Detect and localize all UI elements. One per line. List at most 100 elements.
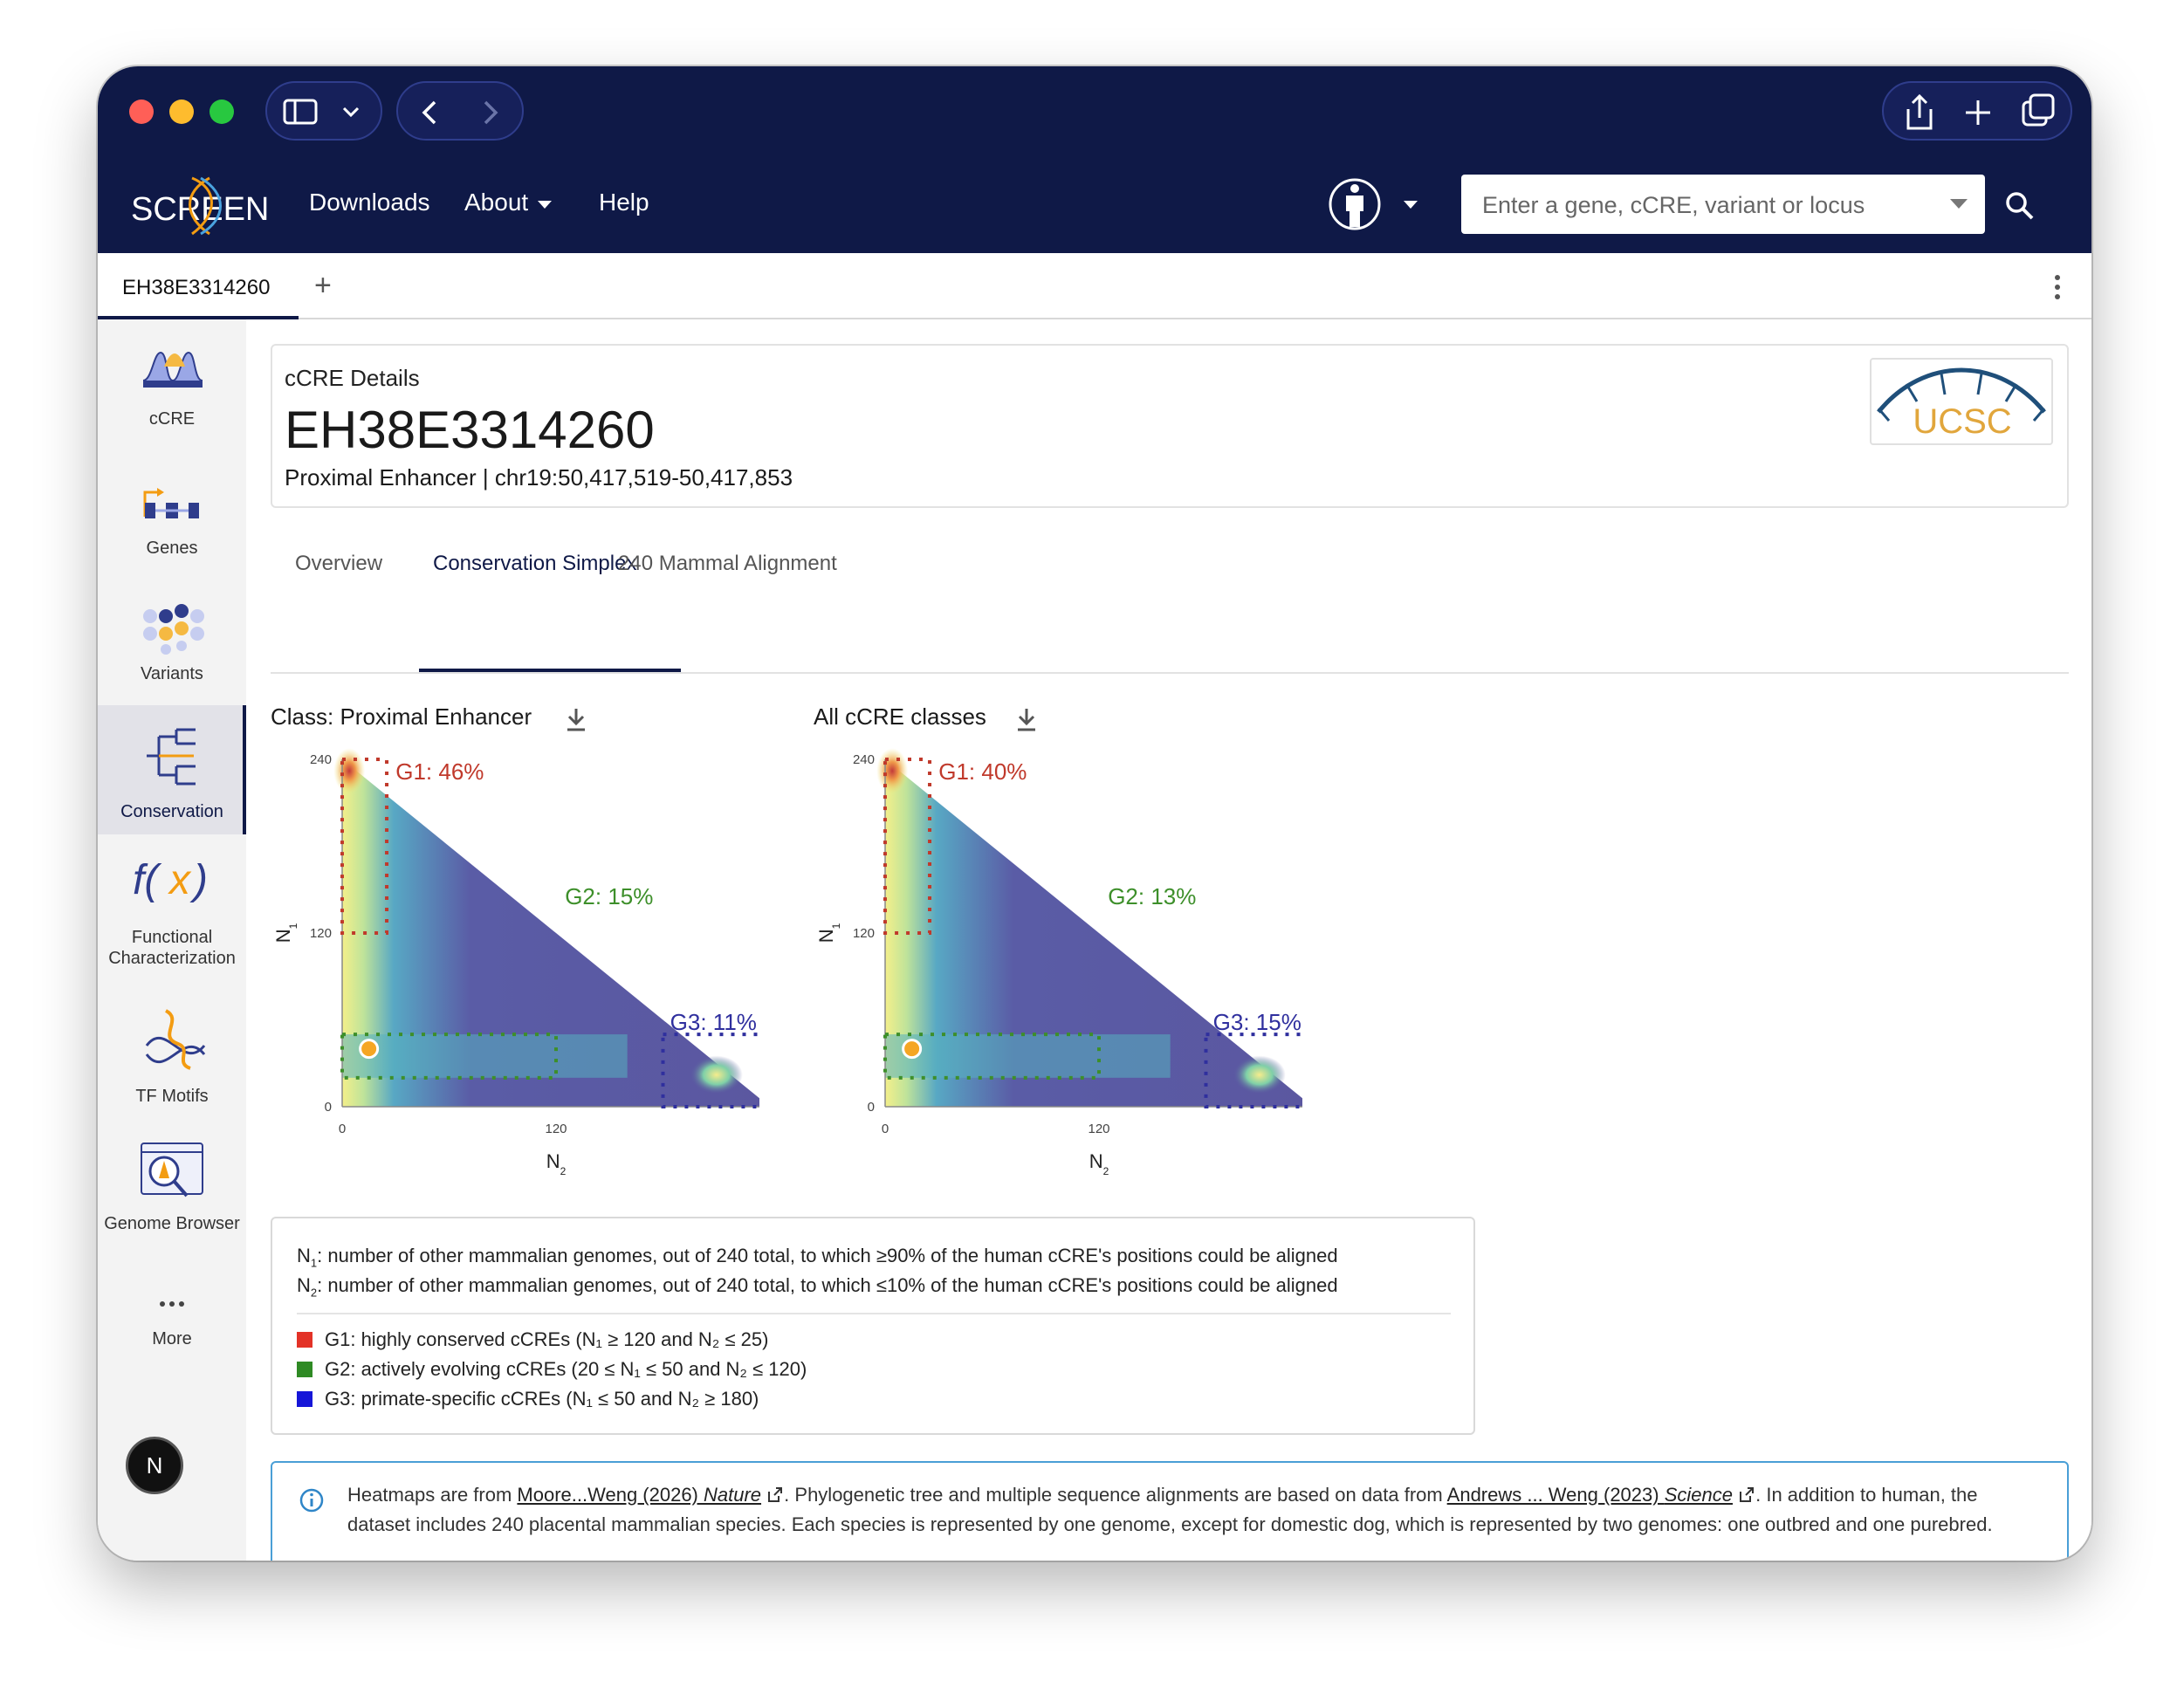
x-tick-label: 120 [1088,1122,1109,1136]
dropdown-arrow-icon[interactable] [1950,199,1968,209]
species-selector[interactable] [1327,175,1432,234]
tab-ccre[interactable]: EH38E3314260 [98,253,299,319]
sidebar-label: Functional Characterization [108,928,236,968]
external-link-icon [768,1487,783,1502]
add-tab-button[interactable]: + [314,269,332,302]
sidebar-item-functional[interactable]: f( x ) Functional Characterization [98,836,246,1002]
more-horiz-icon [160,1301,184,1307]
y-tick-label: 240 [310,752,332,767]
sidebar-label: Variants [141,664,203,683]
group-box-g2 [340,1033,558,1080]
nav-help[interactable]: Help [599,189,649,216]
sidebar-item-ccre[interactable]: cCRE [98,319,246,450]
svg-text:UCSC: UCSC [1913,402,2011,441]
sidebar-toggle-button[interactable] [265,81,382,141]
more-vert-icon[interactable] [2053,274,2062,300]
x-axis-label: N2 [546,1150,567,1177]
g1-swatch [297,1332,312,1348]
history-nav [396,81,524,141]
tf-motif-icon [145,1009,206,1070]
close-window-button[interactable] [129,99,154,124]
x-tick-label: 120 [545,1122,567,1136]
phylogeny-tree-icon [147,728,196,786]
function-icon: f( x ) [133,857,208,903]
y-axis-label: N1 [272,923,299,943]
g3-swatch [297,1391,312,1407]
main-content: cCRE Details EH38E3314260 Proximal Enhan… [246,319,2091,1561]
active-tab-indicator [419,669,681,672]
x-tick-label: 240 [1301,1122,1302,1136]
heatmap-band [885,1034,1171,1078]
site-navbar: SCREEN Downloads About Help Enter a gene… [98,154,2091,253]
y-axis-label: N1 [815,923,842,943]
sidebar-item-genome-browser[interactable]: Genome Browser [98,1133,246,1273]
search-input[interactable]: Enter a gene, cCRE, variant or locus [1461,175,1985,234]
x-tick-label: 0 [882,1122,889,1136]
share-icon[interactable] [1906,93,1933,130]
group-label-g1: G1: 46% [395,758,484,785]
tab-bar: EH38E3314260 + [98,253,2091,319]
tab-240-mammal-alignment[interactable]: 240 Mammal Alignment [618,552,837,575]
heatmap-hotspot [333,748,366,794]
info-alert: Heatmaps are from Moore...Weng (2026) Na… [271,1461,2069,1561]
ucsc-logo-button[interactable]: UCSC [1870,358,2053,445]
x-tick-label: 0 [339,1122,346,1136]
back-icon[interactable] [422,100,436,125]
sidebar-label: cCRE [148,409,196,429]
tabs-overview-icon[interactable] [2022,93,2055,127]
variants-icon [143,604,204,655]
chevron-down-icon[interactable] [536,199,553,211]
group-label-g3: G3: 11% [670,1009,757,1035]
heatmap-hotspot [876,748,909,794]
sidebar-item-genes[interactable]: Genes [98,450,246,581]
tab-overview[interactable]: Overview [295,552,383,575]
legend-divider [297,1313,1451,1314]
y-tick-label: 0 [325,1100,332,1115]
page-title: EH38E3314260 [285,401,655,459]
browser-window: SCREEN Downloads About Help Enter a gene… [98,66,2091,1561]
nav-about[interactable]: About [464,189,529,216]
y-tick-label: 0 [868,1100,875,1115]
genome-browser-icon [141,1142,203,1197]
nav-downloads[interactable]: Downloads [309,189,430,216]
moore-weng-link[interactable]: Moore...Weng (2026) Nature [517,1484,762,1506]
andrews-weng-link[interactable]: Andrews ... Weng (2023) Science [1446,1484,1733,1506]
y-tick-label: 120 [853,926,875,941]
search-placeholder: Enter a gene, cCRE, variant or locus [1482,192,1865,218]
legend-n2: N2: number of other mammalian genomes, o… [297,1274,1338,1300]
sidebar-item-conservation[interactable]: Conservation [98,705,246,834]
legend-g1: G1: highly conserved cCREs (N₁ ≥ 120 and… [297,1328,768,1351]
group-label-g2: G2: 15% [565,883,653,909]
title-bar [98,66,2091,154]
tab-ccre-label: EH38E3314260 [122,276,271,299]
search-icon[interactable] [2004,190,2036,222]
group-box-g1 [883,758,932,935]
maximize-window-button[interactable] [209,99,234,124]
ccre-icon [142,351,203,388]
g2-swatch [297,1362,312,1377]
page-subtitle: Proximal Enhancer | chr19:50,417,519-50,… [285,464,793,491]
avatar[interactable]: N [126,1437,183,1494]
group-box-g2 [883,1033,1101,1080]
heatmap-band [342,1034,628,1078]
screen-logo[interactable]: SCREEN [131,171,271,241]
sidebar-item-variants[interactable]: Variants [98,581,246,712]
legend-g3: G3: primate-specific cCREs (N₁ ≤ 50 and … [297,1388,759,1410]
sidebar-item-tf-motifs[interactable]: TF Motifs [98,1002,246,1133]
simplex-heatmap: 01202400120240N2N1G1: 46%G2: 15%G3: 11% [272,748,759,1177]
download-icon[interactable] [564,707,588,733]
sidebar-label: TF Motifs [135,1087,209,1106]
group-box-g1 [340,758,389,935]
y-tick-label: 120 [310,926,332,941]
new-tab-icon[interactable] [1966,100,1990,125]
legend-g2: G2: actively evolving cCREs (20 ≤ N₁ ≤ 5… [297,1358,807,1381]
heatmap-hotspot [1233,1055,1286,1094]
svg-text:f(: f( [133,857,162,903]
minimize-window-button[interactable] [169,99,194,124]
info-icon [299,1488,324,1513]
legend-box: N1: number of other mammalian genomes, o… [271,1217,1475,1435]
download-icon[interactable] [1014,707,1039,733]
sidebar-item-more[interactable]: More [98,1299,246,1369]
forward-icon[interactable] [484,100,498,125]
tab-conservation-simplex[interactable]: Conservation Simplex [433,552,637,575]
